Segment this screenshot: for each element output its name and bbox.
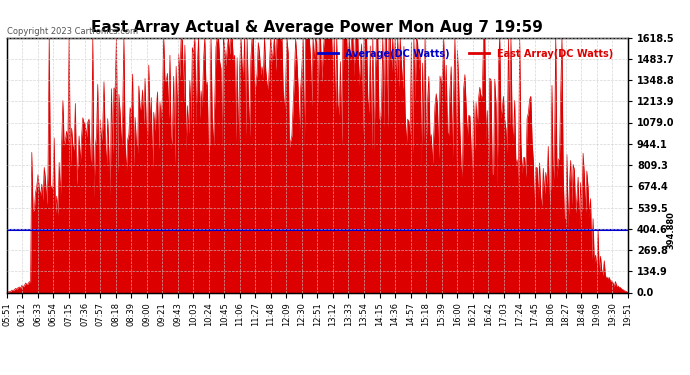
Title: East Array Actual & Average Power Mon Aug 7 19:59: East Array Actual & Average Power Mon Au… bbox=[92, 20, 543, 35]
Text: Copyright 2023 Cartronics.com: Copyright 2023 Cartronics.com bbox=[7, 27, 138, 36]
Legend: Average(DC Watts), East Array(DC Watts): Average(DC Watts), East Array(DC Watts) bbox=[314, 45, 617, 63]
Text: 394.880: 394.880 bbox=[667, 211, 676, 249]
